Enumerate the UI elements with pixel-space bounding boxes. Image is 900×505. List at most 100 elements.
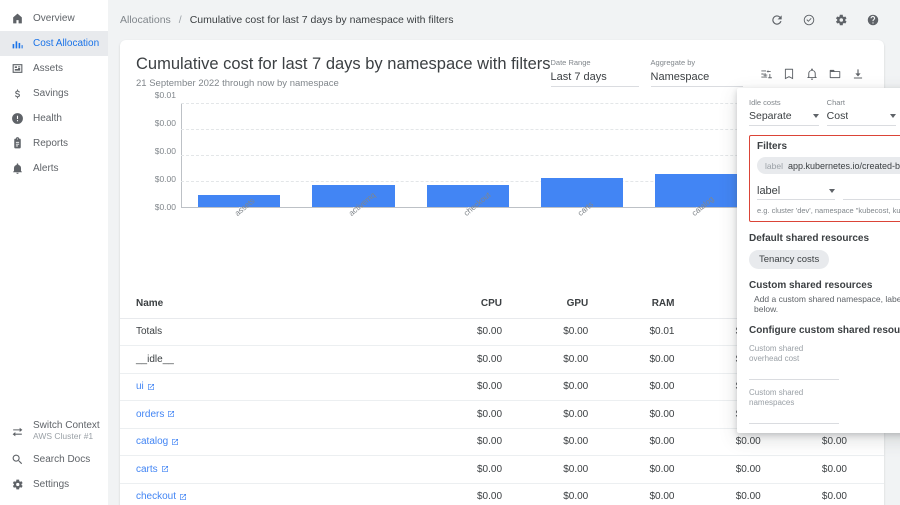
gear-icon[interactable] — [830, 9, 852, 31]
chart-bar-slot — [182, 103, 296, 212]
bookmark-icon[interactable] — [778, 63, 800, 85]
external-link-icon — [168, 411, 175, 418]
table-cell-value: $0.00 — [423, 483, 511, 505]
bell-icon[interactable] — [801, 63, 823, 85]
sidebar-item-search-docs[interactable]: Search Docs — [0, 447, 108, 472]
sidebar-item-savings[interactable]: Savings — [0, 81, 108, 106]
dollar-icon — [11, 87, 24, 100]
y-axis-tick-label: $0.01 — [154, 90, 176, 100]
x-axis-tick — [353, 207, 355, 212]
sidebar-item-health[interactable]: Health — [0, 106, 108, 131]
sidebar-spacer — [0, 181, 108, 415]
sidebar-nav-top: Overview Cost Allocation Assets Savings — [0, 0, 108, 181]
custom-shared-labels-field: Custom shared labels — [749, 432, 900, 433]
filter-add-row: label — [757, 183, 900, 200]
sidebar-item-overview[interactable]: Overview — [0, 6, 108, 31]
table-cell-value: $0.00 — [596, 373, 683, 401]
namespace-link[interactable]: carts — [136, 464, 169, 475]
idle-costs-select[interactable]: Separate — [749, 108, 819, 126]
y-axis-tick-label: $0.00 — [154, 174, 176, 184]
filter-chip[interactable]: label app.kubernetes.io/created-by: eks-… — [757, 157, 900, 174]
chart-bar[interactable] — [426, 185, 509, 207]
home-icon — [11, 12, 24, 25]
table-cell-value: $0.00 — [423, 373, 511, 401]
idle-costs-label: Idle costs — [749, 98, 781, 107]
chart-type-select[interactable]: Cost — [826, 108, 897, 126]
table-cell-value: $0.00 — [510, 428, 597, 456]
custom-shared-overhead-cost-input[interactable] — [749, 364, 839, 380]
sidebar-item-settings[interactable]: Settings — [0, 472, 108, 497]
table-column-header[interactable]: RAM — [596, 290, 683, 319]
aggregate-by-label: Aggregate by — [650, 58, 696, 67]
table-column-header[interactable]: GPU — [510, 290, 597, 319]
sidebar-item-reports[interactable]: Reports — [0, 131, 108, 156]
sidebar-item-alerts[interactable]: Alerts — [0, 156, 108, 181]
aggregate-by-field: Aggregate by Namespace — [650, 58, 743, 87]
external-link-icon — [180, 493, 187, 500]
help-icon[interactable] — [862, 9, 884, 31]
table-column-header[interactable]: CPU — [423, 290, 511, 319]
filter-value-input[interactable] — [843, 183, 900, 200]
idle-costs-field: Idle costs Separate — [749, 98, 819, 126]
table-cell-name: Totals — [120, 318, 424, 346]
chart-type-label: Chart — [826, 98, 846, 107]
x-axis-tick — [239, 207, 241, 212]
chart-bar[interactable] — [655, 173, 738, 207]
sidebar-item-cost-allocation[interactable]: Cost Allocation — [0, 31, 108, 56]
chart-bar[interactable] — [540, 177, 624, 207]
filter-chip-value: app.kubernetes.io/created-by: eks-worksh… — [787, 160, 900, 171]
folder-icon[interactable] — [824, 63, 846, 85]
namespace-link-label: catalog — [136, 436, 169, 448]
custom-shared-namespaces-label-line2: namespaces — [749, 398, 795, 407]
namespace-link-label: carts — [136, 463, 158, 475]
download-icon[interactable] — [847, 63, 869, 85]
chart-bar[interactable] — [312, 185, 395, 207]
custom-shared-overhead-cost-label-line2: overhead cost — [749, 354, 800, 363]
namespace-link[interactable]: ui — [136, 381, 155, 392]
sidebar-item-label: Savings — [33, 87, 69, 99]
row-name-label: __idle__ — [136, 353, 174, 365]
table-cell-value: $0.00 — [510, 345, 597, 374]
tune-icon[interactable] — [755, 63, 777, 85]
namespace-link[interactable]: catalog — [136, 436, 179, 447]
custom-shared-namespaces-input[interactable] — [749, 408, 839, 424]
x-axis-tick — [696, 207, 698, 212]
tenancy-costs-chip[interactable]: Tenancy costs — [749, 250, 830, 269]
breadcrumb-root[interactable]: Allocations — [120, 14, 171, 26]
main-area: Allocations / Cumulative cost for last 7… — [108, 0, 900, 505]
table-row: orders$0.00$0.00$0.00$0.00$0.00$0.00$0.0… — [120, 400, 884, 429]
sidebar: Overview Cost Allocation Assets Savings — [0, 0, 108, 505]
refresh-icon[interactable] — [766, 9, 788, 31]
table-cell-value: $0.00 — [423, 428, 511, 456]
table-cell-name: checkout — [120, 483, 424, 505]
sidebar-item-assets[interactable]: Assets — [0, 56, 108, 81]
sidebar-item-switch-context[interactable]: Switch Context AWS Cluster #1 — [0, 415, 108, 447]
breadcrumb-separator: / — [178, 14, 182, 26]
aggregate-by-select[interactable]: Namespace — [650, 68, 743, 87]
x-axis-label-slot: activemq — [296, 190, 410, 237]
sidebar-item-label: Cost Allocation — [33, 37, 100, 49]
table-cell-value: $0.00 — [768, 455, 855, 484]
chart-bar-slot — [296, 103, 410, 212]
external-link-icon — [161, 466, 168, 473]
row-name-label: Totals — [136, 326, 163, 338]
chart-bar[interactable] — [198, 194, 281, 207]
sidebar-nav-bottom: Switch Context AWS Cluster #1 Search Doc… — [0, 415, 108, 505]
table-column-header[interactable]: Name — [120, 290, 424, 319]
sidebar-item-label: Assets — [33, 62, 64, 74]
sidebar-item-label: Reports — [33, 137, 69, 149]
x-axis-tick — [582, 207, 584, 212]
table-row: catalog$0.00$0.00$0.00$0.00$0.00$0.00$0.… — [120, 428, 884, 456]
date-range-select[interactable]: Last 7 days — [550, 68, 639, 87]
check-circle-icon[interactable] — [798, 9, 820, 31]
chart-bar-slot — [525, 103, 639, 212]
y-axis-tick-label: $0.00 — [154, 118, 176, 128]
filter-type-select[interactable]: label — [757, 185, 835, 200]
configure-custom-shared-title-row: Configure custom shared resouces — [749, 325, 900, 336]
namespace-link[interactable]: checkout — [136, 491, 187, 502]
table-cell-value: $0.00 — [768, 483, 855, 505]
table-cell-value: $0.00 — [423, 400, 511, 429]
chart-bar-slot — [639, 103, 753, 212]
namespace-link[interactable]: orders — [136, 409, 175, 420]
card-header: Cumulative cost for last 7 days by names… — [120, 40, 884, 89]
